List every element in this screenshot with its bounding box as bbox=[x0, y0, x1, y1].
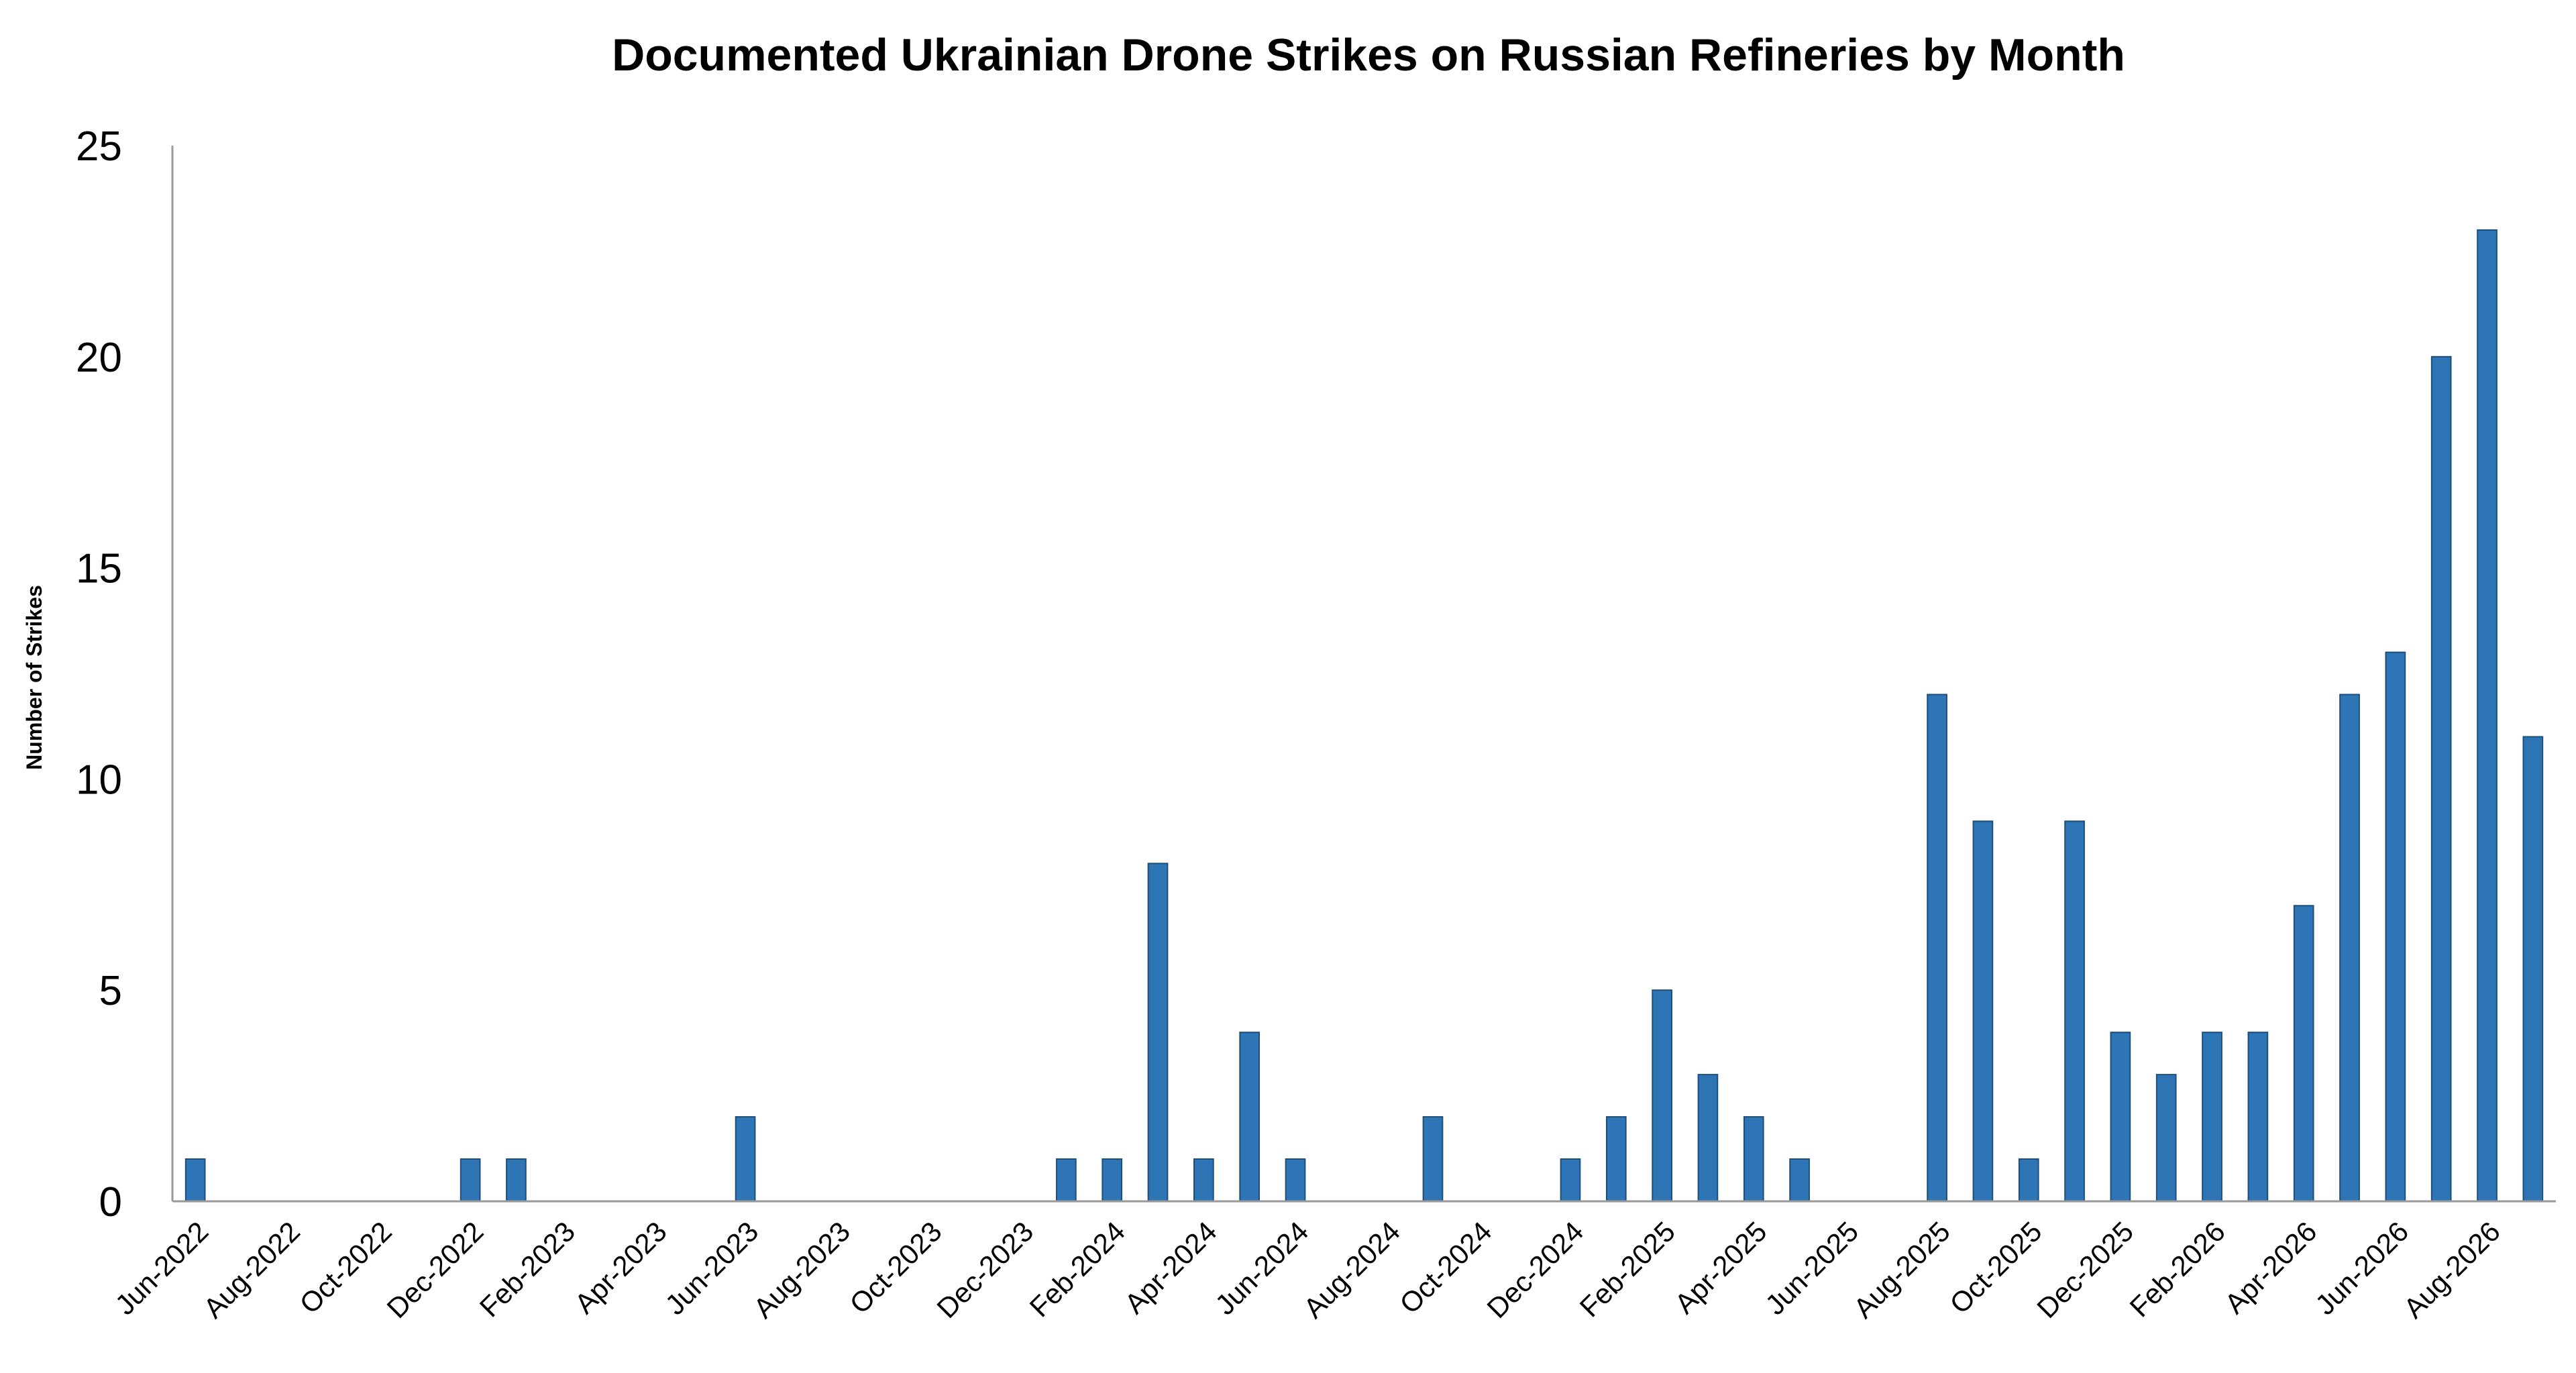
x-tick-label: Aug-2026 bbox=[2398, 1215, 2506, 1324]
bar bbox=[1789, 1158, 1810, 1203]
y-tick-label: 20 bbox=[76, 335, 122, 381]
y-tick-label: 25 bbox=[76, 123, 122, 170]
x-tick-label: Apr-2025 bbox=[1668, 1215, 1772, 1319]
bar bbox=[460, 1158, 481, 1203]
bar bbox=[1605, 1116, 1627, 1202]
y-tick-label: 10 bbox=[76, 757, 122, 803]
chart-title: Documented Ukrainian Drone Strikes on Ru… bbox=[612, 30, 2125, 80]
bar bbox=[1102, 1158, 1123, 1203]
bar bbox=[2202, 1032, 2222, 1203]
bar bbox=[1927, 694, 1947, 1202]
y-tick-label: 5 bbox=[99, 968, 122, 1014]
x-tick-label: Feb-2024 bbox=[1024, 1215, 1131, 1323]
bar bbox=[1239, 1032, 1260, 1203]
x-tick-label: Dec-2022 bbox=[380, 1215, 489, 1324]
x-tick-label: Aug-2025 bbox=[1847, 1215, 1956, 1324]
bar bbox=[2293, 905, 2314, 1203]
bar bbox=[1147, 863, 1169, 1202]
bar bbox=[1193, 1158, 1214, 1203]
bar bbox=[2522, 736, 2544, 1202]
x-tick-label: Apr-2024 bbox=[1118, 1215, 1222, 1319]
x-tick-label: Jun-2026 bbox=[2309, 1215, 2414, 1321]
y-axis-ticks: 0 5 10 15 20 25 bbox=[76, 123, 122, 1225]
x-tick-label: Jun-2022 bbox=[109, 1215, 214, 1321]
bar bbox=[2385, 651, 2406, 1202]
bar bbox=[2110, 1032, 2131, 1203]
bar bbox=[1560, 1158, 1581, 1203]
y-tick-label: 0 bbox=[99, 1179, 122, 1225]
bar bbox=[735, 1116, 756, 1202]
x-axis-ticks: Jun-2022Aug-2022Oct-2022Dec-2022Feb-2023… bbox=[109, 1215, 2506, 1324]
bar bbox=[506, 1158, 527, 1203]
bar bbox=[1285, 1158, 1306, 1203]
bar bbox=[184, 1158, 206, 1203]
x-tick-label: Jun-2024 bbox=[1209, 1215, 1314, 1321]
x-tick-label: Aug-2024 bbox=[1297, 1215, 1406, 1324]
bar bbox=[1697, 1074, 1719, 1202]
bar bbox=[1743, 1116, 1764, 1202]
y-tick-label: 15 bbox=[76, 546, 122, 592]
x-tick-label: Aug-2023 bbox=[747, 1215, 856, 1324]
x-tick-label: Jun-2023 bbox=[659, 1215, 764, 1321]
bar bbox=[2430, 355, 2452, 1202]
bar bbox=[1652, 989, 1672, 1202]
bar bbox=[2339, 694, 2360, 1202]
x-tick-label: Feb-2026 bbox=[2124, 1215, 2231, 1323]
x-tick-label: Dec-2023 bbox=[930, 1215, 1039, 1324]
bar bbox=[2064, 820, 2085, 1202]
x-tick-label: Jun-2025 bbox=[1759, 1215, 1864, 1321]
x-tick-label: Aug-2022 bbox=[197, 1215, 306, 1324]
bar bbox=[1422, 1116, 1444, 1202]
bar bbox=[2477, 229, 2498, 1202]
x-tick-label: Feb-2023 bbox=[474, 1215, 581, 1323]
x-tick-label: Apr-2026 bbox=[2218, 1215, 2322, 1319]
bars-group bbox=[184, 229, 2544, 1203]
bar bbox=[1972, 820, 1994, 1202]
x-tick-label: Dec-2024 bbox=[1481, 1215, 1589, 1324]
bar bbox=[2018, 1158, 2039, 1203]
bar bbox=[1056, 1158, 1077, 1203]
x-tick-label: Feb-2025 bbox=[1574, 1215, 1681, 1323]
x-tick-label: Dec-2025 bbox=[2031, 1215, 2139, 1324]
y-axis-label: Number of Strikes bbox=[22, 585, 46, 770]
bar bbox=[2247, 1032, 2269, 1203]
x-tick-label: Apr-2023 bbox=[568, 1215, 672, 1319]
bar bbox=[2155, 1074, 2177, 1202]
